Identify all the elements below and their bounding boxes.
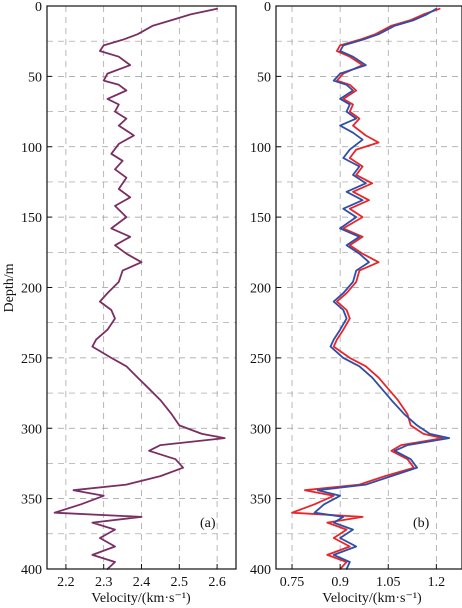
panel-b-y-tick-label: 150	[250, 211, 271, 226]
panel-b-x-tick-label: 0.75	[280, 575, 305, 590]
panel-a-y-tick-label: 400	[21, 563, 42, 578]
panel-a-y-tick-label: 300	[21, 422, 42, 437]
panel-a-y-tick-label: 350	[21, 493, 42, 508]
panel-b-series-line-2	[313, 7, 451, 570]
panel-b-y-tick-label: 0	[264, 0, 271, 15]
panel-a: 2.2 2.3 2.4 2.5 2.6050100150200250300350400 …	[2, 0, 237, 606]
panel-b-tag: (b)	[413, 516, 430, 531]
panel-b-series-line-1	[291, 7, 444, 570]
panel-a-series	[53, 7, 226, 570]
panel-a-y-tick-label: 250	[21, 352, 42, 367]
panel-a-x-tick-label: 2.4	[133, 575, 151, 590]
panel-a-x-tick-label: 2.5	[171, 575, 189, 590]
panel-b-y-tick-label: 350	[250, 493, 271, 508]
panel-a-y-axis-title: Depth/m	[2, 263, 17, 312]
panel-a-series-line-1	[53, 7, 226, 570]
panel-b-series	[291, 7, 451, 570]
panel-b-y-tick-label: 400	[250, 563, 271, 578]
panel-a-x-axis-title: Velocity/(km·s⁻¹)	[91, 591, 191, 606]
panel-b-y-tick-label: 200	[250, 282, 271, 297]
panel-a-y-tick-label: 150	[21, 211, 42, 226]
panel-b-y-tick-label: 300	[250, 422, 271, 437]
panel-a-ticks: 2.2 2.3 2.4 2.5 2.6 0 50 100 150 200 250 300 350 400	[21, 0, 226, 590]
panel-a-x-tick-label: 2.6	[208, 575, 226, 590]
panel-b-ticks: 0.75 0.9 1.05 1.2 0 50 100 150 200 250 300 350 400	[250, 0, 445, 590]
panel-b-y-tick-label: 100	[250, 141, 271, 156]
panel-a-y-tick-label: 50	[28, 70, 42, 85]
panel-a-x-tick-label: 2.3	[95, 575, 113, 590]
panel-b-y-tick-label: 250	[250, 352, 271, 367]
panel-a-y-tick-label: 0	[35, 0, 42, 15]
panel-a-grid	[47, 6, 236, 569]
panel-a-x-tick-label: 2.2	[57, 575, 75, 590]
panel-a-y-tick-label: 200	[21, 282, 42, 297]
panel-b-x-tick-label: 1.05	[376, 575, 401, 590]
panel-b-x-axis-title: Velocity/(km·s⁻¹)	[322, 591, 422, 606]
panel-a-tag: (a)	[200, 516, 216, 531]
panel-b-x-tick-label: 1.2	[428, 575, 446, 590]
panel-b-x-tick-label: 0.9	[331, 575, 349, 590]
panel-a-y-tick-label: 100	[21, 141, 42, 156]
panel-b-y-tick-label: 50	[257, 70, 271, 85]
panel-b: 0.75 0.9 1.05 1.2 0 50 100 150 200 250 300 350 400 V…	[250, 0, 462, 606]
panel-b-grid	[276, 6, 462, 569]
